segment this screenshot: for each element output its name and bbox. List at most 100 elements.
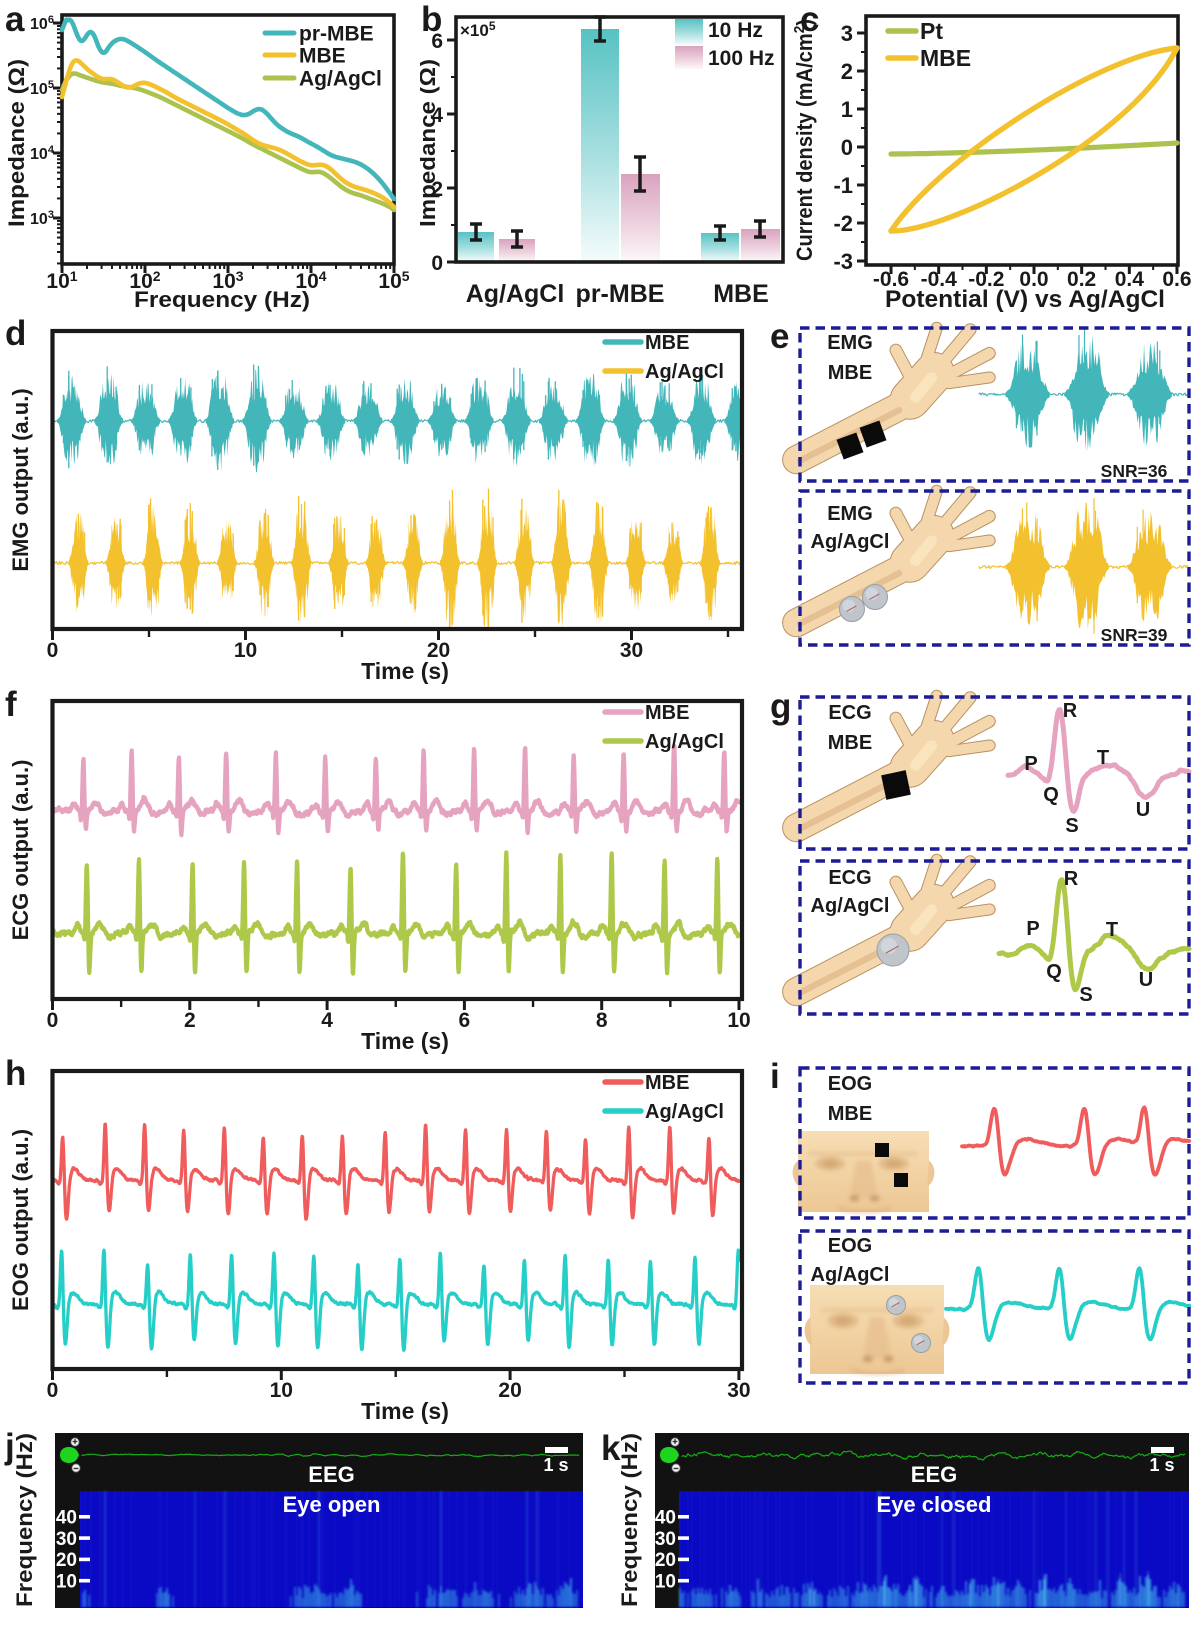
svg-text:10: 10: [234, 639, 257, 662]
svg-text:100 Hz: 100 Hz: [708, 47, 775, 70]
svg-text:×105: ×105: [460, 19, 496, 40]
svg-text:Frequency (Hz): Frequency (Hz): [134, 287, 310, 312]
svg-text:106: 106: [30, 14, 54, 33]
svg-text:Time (s): Time (s): [361, 1398, 449, 1424]
svg-text:Pt: Pt: [920, 18, 943, 44]
svg-text:EOG output (a.u.): EOG output (a.u.): [8, 1129, 33, 1311]
svg-text:-2: -2: [833, 211, 853, 236]
svg-text:EEG: EEG: [911, 1462, 957, 1487]
svg-text:10 Hz: 10 Hz: [708, 19, 763, 42]
svg-text:104: 104: [30, 144, 55, 163]
svg-text:Ag/AgCl: Ag/AgCl: [645, 731, 724, 753]
svg-text:30: 30: [655, 1529, 676, 1550]
svg-text:30: 30: [727, 1379, 750, 1402]
svg-text:P: P: [1024, 753, 1037, 775]
svg-text:0: 0: [841, 135, 853, 160]
svg-text:ECG: ECG: [828, 702, 871, 724]
svg-text:10: 10: [655, 1571, 676, 1592]
svg-text:EOG: EOG: [828, 1073, 872, 1095]
svg-text:101: 101: [46, 268, 77, 293]
svg-text:MBE: MBE: [828, 1103, 872, 1125]
svg-text:EOG: EOG: [828, 1235, 872, 1257]
svg-text:EMG output (a.u.): EMG output (a.u.): [8, 388, 33, 571]
svg-text:30: 30: [620, 639, 643, 662]
svg-text:ECG: ECG: [828, 867, 871, 889]
svg-text:20: 20: [498, 1379, 521, 1402]
svg-text:0: 0: [431, 252, 443, 275]
svg-text:Q: Q: [1043, 784, 1059, 806]
svg-text:Ag/AgCl: Ag/AgCl: [299, 68, 382, 91]
svg-text:Impedance (Ω): Impedance (Ω): [4, 59, 29, 227]
svg-text:Time (s): Time (s): [361, 658, 449, 684]
svg-text:40: 40: [655, 1508, 676, 1529]
svg-text:0: 0: [47, 1379, 59, 1402]
svg-text:S: S: [1065, 815, 1078, 837]
svg-text:MBE: MBE: [828, 362, 872, 384]
svg-text:Time (s): Time (s): [361, 1028, 449, 1054]
svg-text:Eye open: Eye open: [283, 1492, 381, 1517]
svg-text:102: 102: [129, 268, 160, 293]
svg-text:EEG: EEG: [308, 1462, 354, 1487]
svg-text:0: 0: [47, 1009, 59, 1032]
svg-text:20: 20: [655, 1550, 676, 1571]
svg-text:-3: -3: [833, 249, 853, 274]
svg-text:Potential (V) vs Ag/AgCl: Potential (V) vs Ag/AgCl: [885, 286, 1165, 313]
svg-text:0.6: 0.6: [1162, 268, 1191, 291]
svg-text:MBE: MBE: [645, 1072, 689, 1094]
svg-text:T: T: [1106, 919, 1118, 941]
svg-text:3: 3: [841, 21, 853, 46]
svg-text:1: 1: [841, 97, 853, 122]
svg-text:T: T: [1097, 747, 1109, 769]
svg-text:40: 40: [56, 1508, 77, 1529]
svg-text:6: 6: [431, 30, 443, 53]
svg-text:30: 30: [56, 1529, 77, 1550]
svg-text:pr-MBE: pr-MBE: [576, 280, 665, 308]
svg-text:6: 6: [459, 1009, 471, 1032]
svg-text:0.0: 0.0: [1019, 268, 1048, 291]
svg-text:Frequency (Hz): Frequency (Hz): [617, 1433, 642, 1607]
svg-text:0: 0: [47, 639, 59, 662]
svg-text:Ag/AgCl: Ag/AgCl: [811, 531, 890, 553]
svg-text:103: 103: [30, 209, 54, 228]
svg-text:U: U: [1139, 969, 1153, 991]
svg-text:-0.4: -0.4: [921, 268, 958, 291]
svg-text:0.4: 0.4: [1115, 268, 1145, 291]
svg-text:20: 20: [427, 639, 450, 662]
svg-text:MBE: MBE: [713, 280, 769, 308]
svg-text:Eye closed: Eye closed: [877, 1492, 992, 1517]
svg-text:Current density (mA/cm2): Current density (mA/cm2): [791, 19, 817, 261]
svg-text:Ag/AgCl: Ag/AgCl: [466, 280, 565, 308]
svg-text:U: U: [1136, 799, 1150, 821]
svg-text:105: 105: [378, 268, 409, 293]
svg-text:1 s: 1 s: [1149, 1455, 1174, 1475]
svg-text:-1: -1: [833, 173, 853, 198]
svg-text:MBE: MBE: [920, 45, 971, 71]
svg-text:MBE: MBE: [828, 732, 872, 754]
svg-text:10: 10: [727, 1009, 750, 1032]
svg-text:MBE: MBE: [645, 702, 689, 724]
svg-text:SNR=39: SNR=39: [1101, 625, 1168, 645]
svg-text:Ag/AgCl: Ag/AgCl: [645, 361, 724, 383]
svg-text:Ag/AgCl: Ag/AgCl: [811, 1264, 890, 1286]
svg-text:Frequency (Hz): Frequency (Hz): [12, 1433, 37, 1607]
svg-text:-0.6: -0.6: [873, 268, 909, 291]
svg-text:10: 10: [56, 1571, 77, 1592]
svg-text:R: R: [1063, 700, 1078, 722]
svg-text:MBE: MBE: [299, 45, 346, 68]
svg-text:8: 8: [596, 1009, 608, 1032]
svg-text:SNR=36: SNR=36: [1101, 461, 1168, 481]
svg-text:0.2: 0.2: [1067, 268, 1096, 291]
svg-text:pr-MBE: pr-MBE: [299, 23, 374, 46]
svg-text:4: 4: [431, 104, 443, 127]
svg-text:1 s: 1 s: [543, 1455, 568, 1475]
svg-text:20: 20: [56, 1550, 77, 1571]
svg-text:R: R: [1064, 868, 1079, 890]
svg-text:105: 105: [30, 79, 54, 98]
svg-text:Impedance (Ω): Impedance (Ω): [420, 59, 440, 227]
svg-text:10: 10: [270, 1379, 293, 1402]
svg-text:S: S: [1079, 984, 1092, 1006]
svg-text:-0.2: -0.2: [968, 268, 1004, 291]
svg-text:Ag/AgCl: Ag/AgCl: [645, 1101, 724, 1123]
svg-text:EMG: EMG: [827, 503, 873, 525]
svg-text:EMG: EMG: [827, 332, 873, 354]
